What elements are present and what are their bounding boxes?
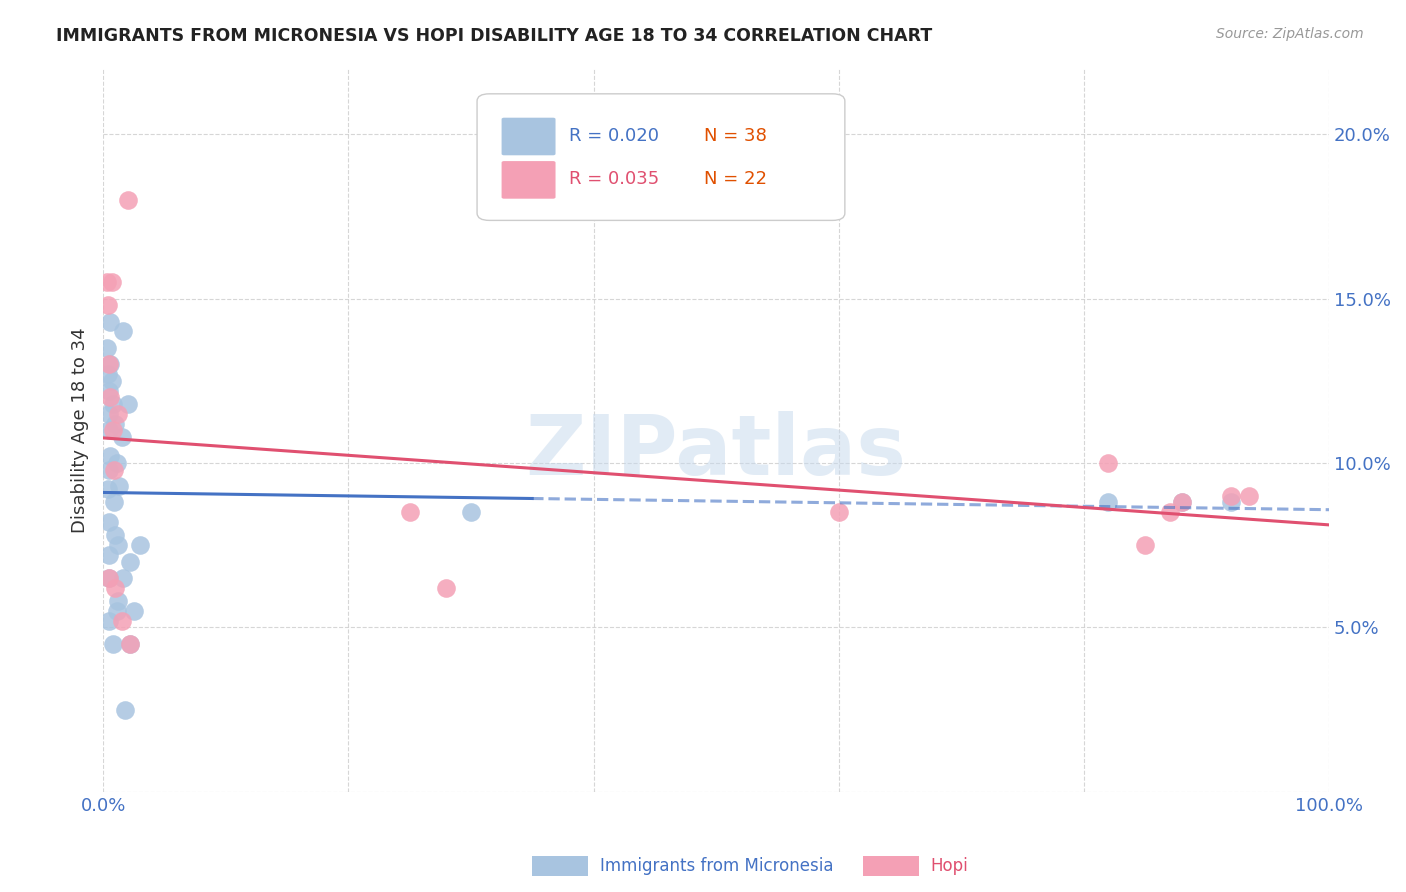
Point [107,407,129,421]
Point [98,571,121,585]
Point [1220,489,1243,503]
Point [98,614,121,628]
Point [1097,495,1119,509]
Point [101,397,124,411]
Text: ZIPatlas: ZIPatlas [526,411,907,492]
Point [114,702,136,716]
Point [103,462,125,476]
Point [1097,456,1119,470]
Text: IMMIGRANTS FROM MICRONESIA VS HOPI DISABILITY AGE 18 TO 34 CORRELATION CHART: IMMIGRANTS FROM MICRONESIA VS HOPI DISAB… [56,27,932,45]
Point [97,483,120,497]
Point [1171,495,1194,509]
Point [100,315,122,329]
Point [101,423,124,437]
Point [1239,489,1261,503]
Point [98,515,121,529]
Point [1159,505,1181,519]
Y-axis label: Disability Age 18 to 34: Disability Age 18 to 34 [72,327,89,533]
Point [98,462,121,476]
Text: Hopi: Hopi [931,857,969,875]
Point [104,581,127,595]
Point [111,325,134,339]
Point [97,298,120,312]
Text: Source: ZipAtlas.com: Source: ZipAtlas.com [1216,27,1364,41]
Point [110,614,132,628]
Point [98,548,121,562]
Point [105,604,128,618]
Point [100,374,122,388]
Point [117,193,139,207]
FancyBboxPatch shape [477,94,845,220]
Point [120,637,142,651]
Point [117,397,139,411]
Point [436,581,458,595]
Point [98,423,121,437]
Text: R = 0.035: R = 0.035 [569,170,659,188]
Point [1171,495,1194,509]
FancyBboxPatch shape [502,118,555,155]
Text: N = 22: N = 22 [704,170,766,188]
Point [96,341,118,355]
Point [122,604,145,618]
Point [105,456,128,470]
Point [110,430,132,444]
Point [460,505,482,519]
Point [398,505,420,519]
Point [828,505,851,519]
Point [129,538,152,552]
Point [96,275,118,289]
Point [103,495,125,509]
Point [97,368,120,382]
Point [98,407,121,421]
Point [108,479,131,493]
Point [107,594,129,608]
Point [100,450,122,464]
Point [1220,495,1243,509]
Text: R = 0.020: R = 0.020 [569,127,659,145]
Point [98,571,121,585]
Point [101,637,124,651]
Point [104,528,127,542]
Point [98,357,121,371]
Point [120,637,142,651]
Text: N = 38: N = 38 [704,127,766,145]
Point [100,357,122,371]
Point [1135,538,1157,552]
Point [104,417,127,431]
Point [111,571,134,585]
Text: Immigrants from Micronesia: Immigrants from Micronesia [600,857,834,875]
FancyBboxPatch shape [502,161,555,199]
Point [120,555,142,569]
Point [98,384,121,398]
Point [100,390,122,404]
Point [100,275,122,289]
Point [107,538,129,552]
